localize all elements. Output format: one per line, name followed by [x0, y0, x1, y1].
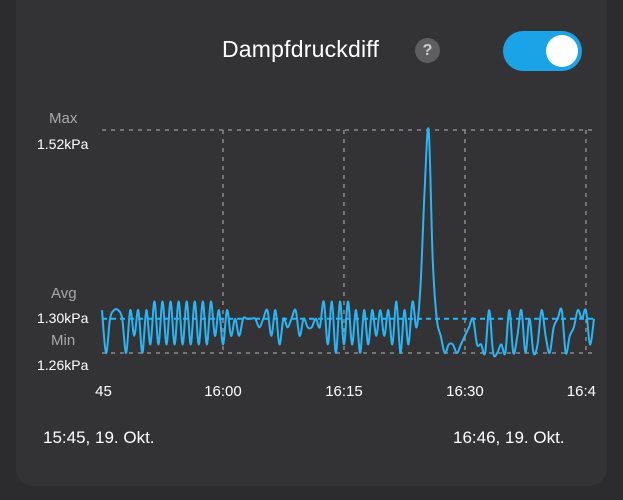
toggle-knob: [546, 35, 578, 67]
x-tick-label: 16:00: [204, 383, 242, 400]
enable-toggle[interactable]: [503, 31, 582, 71]
avg-label: Avg: [51, 285, 77, 302]
max-value: 1.52kPa: [37, 136, 89, 152]
avg-value: 1.30kPa: [37, 310, 89, 326]
x-tick-label: 45: [92, 383, 112, 400]
range-end-label: 16:46, 19. Okt.: [453, 428, 565, 447]
help-icon[interactable]: ?: [415, 38, 440, 63]
series-line: [101, 127, 595, 358]
min-label: Min: [51, 332, 76, 349]
range-start-label: 15:45, 19. Okt.: [43, 428, 155, 447]
card-title: Dampfdruckdiff: [222, 36, 380, 62]
chart-card: [16, 0, 607, 486]
x-tick-label: 16:30: [446, 383, 484, 400]
x-tick-label: 16:4: [567, 383, 596, 400]
x-tick-label: 16:15: [325, 383, 363, 400]
max-label: Max: [49, 110, 78, 127]
min-value: 1.26kPa: [37, 357, 89, 373]
